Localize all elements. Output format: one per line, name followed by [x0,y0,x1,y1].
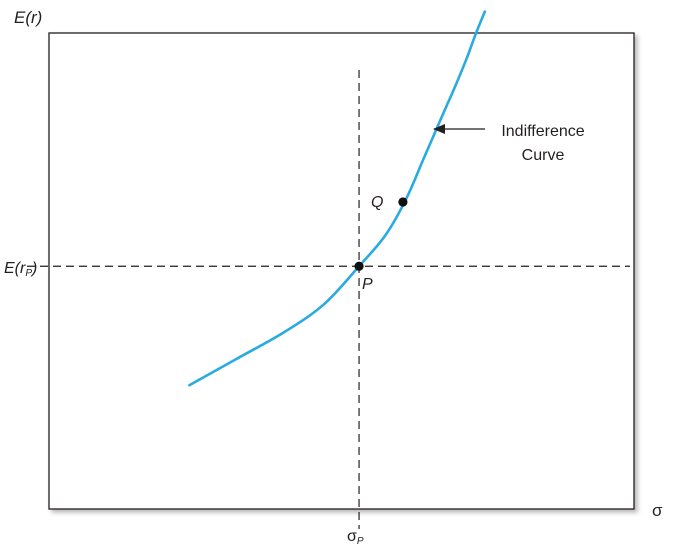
point-q [398,197,408,207]
vline-label: σP [347,528,364,547]
reference-lines [27,70,630,529]
plot-frame [48,32,635,510]
point-p [354,261,364,271]
points-layer [354,197,408,271]
x-axis-label: σ [652,501,663,520]
annotation-line-1: Indifference [501,123,584,140]
y-axis-label: E(r) [14,8,42,27]
point-label-q: Q [371,194,383,211]
point-label-p: P [362,276,373,293]
annotation-line-2: Curve [522,147,565,164]
hline-label: E(rP) [4,260,37,279]
